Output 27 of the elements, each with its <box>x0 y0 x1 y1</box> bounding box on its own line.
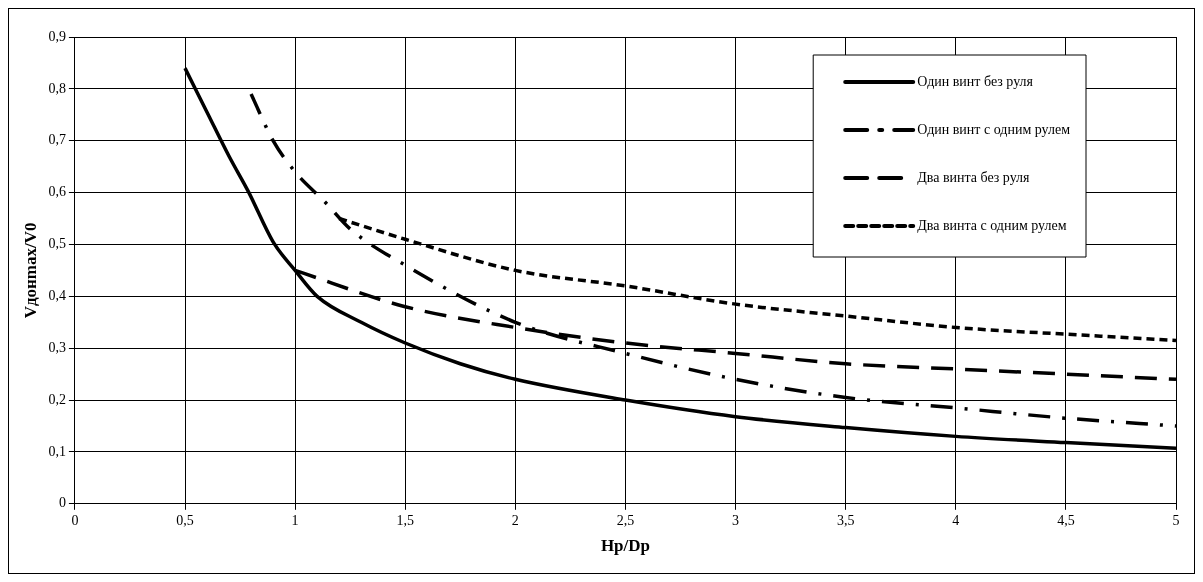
x-tick-label: 1,5 <box>396 512 414 528</box>
y-tick-label: 0,3 <box>48 339 66 355</box>
x-tick-label: 5 <box>1172 512 1180 528</box>
x-tick-label: 3,5 <box>836 512 855 528</box>
y-tick-label: 0,6 <box>48 184 66 200</box>
x-tick-label: 4 <box>952 512 960 528</box>
legend-label: Два винта с одним рулем <box>917 217 1067 233</box>
x-tick-label: 2,5 <box>616 512 635 528</box>
x-tick-label: 0 <box>71 512 79 528</box>
y-tick-label: 0,4 <box>48 288 66 304</box>
y-tick-label: 0,9 <box>48 28 66 44</box>
legend-label: Один винт без руля <box>917 73 1034 89</box>
x-tick-label: 4,5 <box>1057 512 1075 528</box>
y-tick-label: 0 <box>58 495 66 511</box>
legend-label: Два винта без руля <box>917 169 1031 185</box>
x-tick-label: 2 <box>511 512 519 528</box>
y-tick-label: 0,1 <box>48 443 66 459</box>
x-axis-title: Hp/Dp <box>600 536 651 556</box>
y-tick-label: 0,7 <box>48 132 66 148</box>
y-tick-label: 0,2 <box>48 391 66 407</box>
y-tick-label: 0,8 <box>48 80 66 96</box>
y-axis-title: Vдонmax/V0 <box>20 222 40 319</box>
x-tick-label: 0,5 <box>176 512 194 528</box>
x-tick-label: 3 <box>732 512 740 528</box>
x-tick-label: 1 <box>291 512 299 528</box>
y-tick-label: 0,5 <box>48 236 66 252</box>
legend-label: Один винт с одним рулем <box>917 121 1071 137</box>
